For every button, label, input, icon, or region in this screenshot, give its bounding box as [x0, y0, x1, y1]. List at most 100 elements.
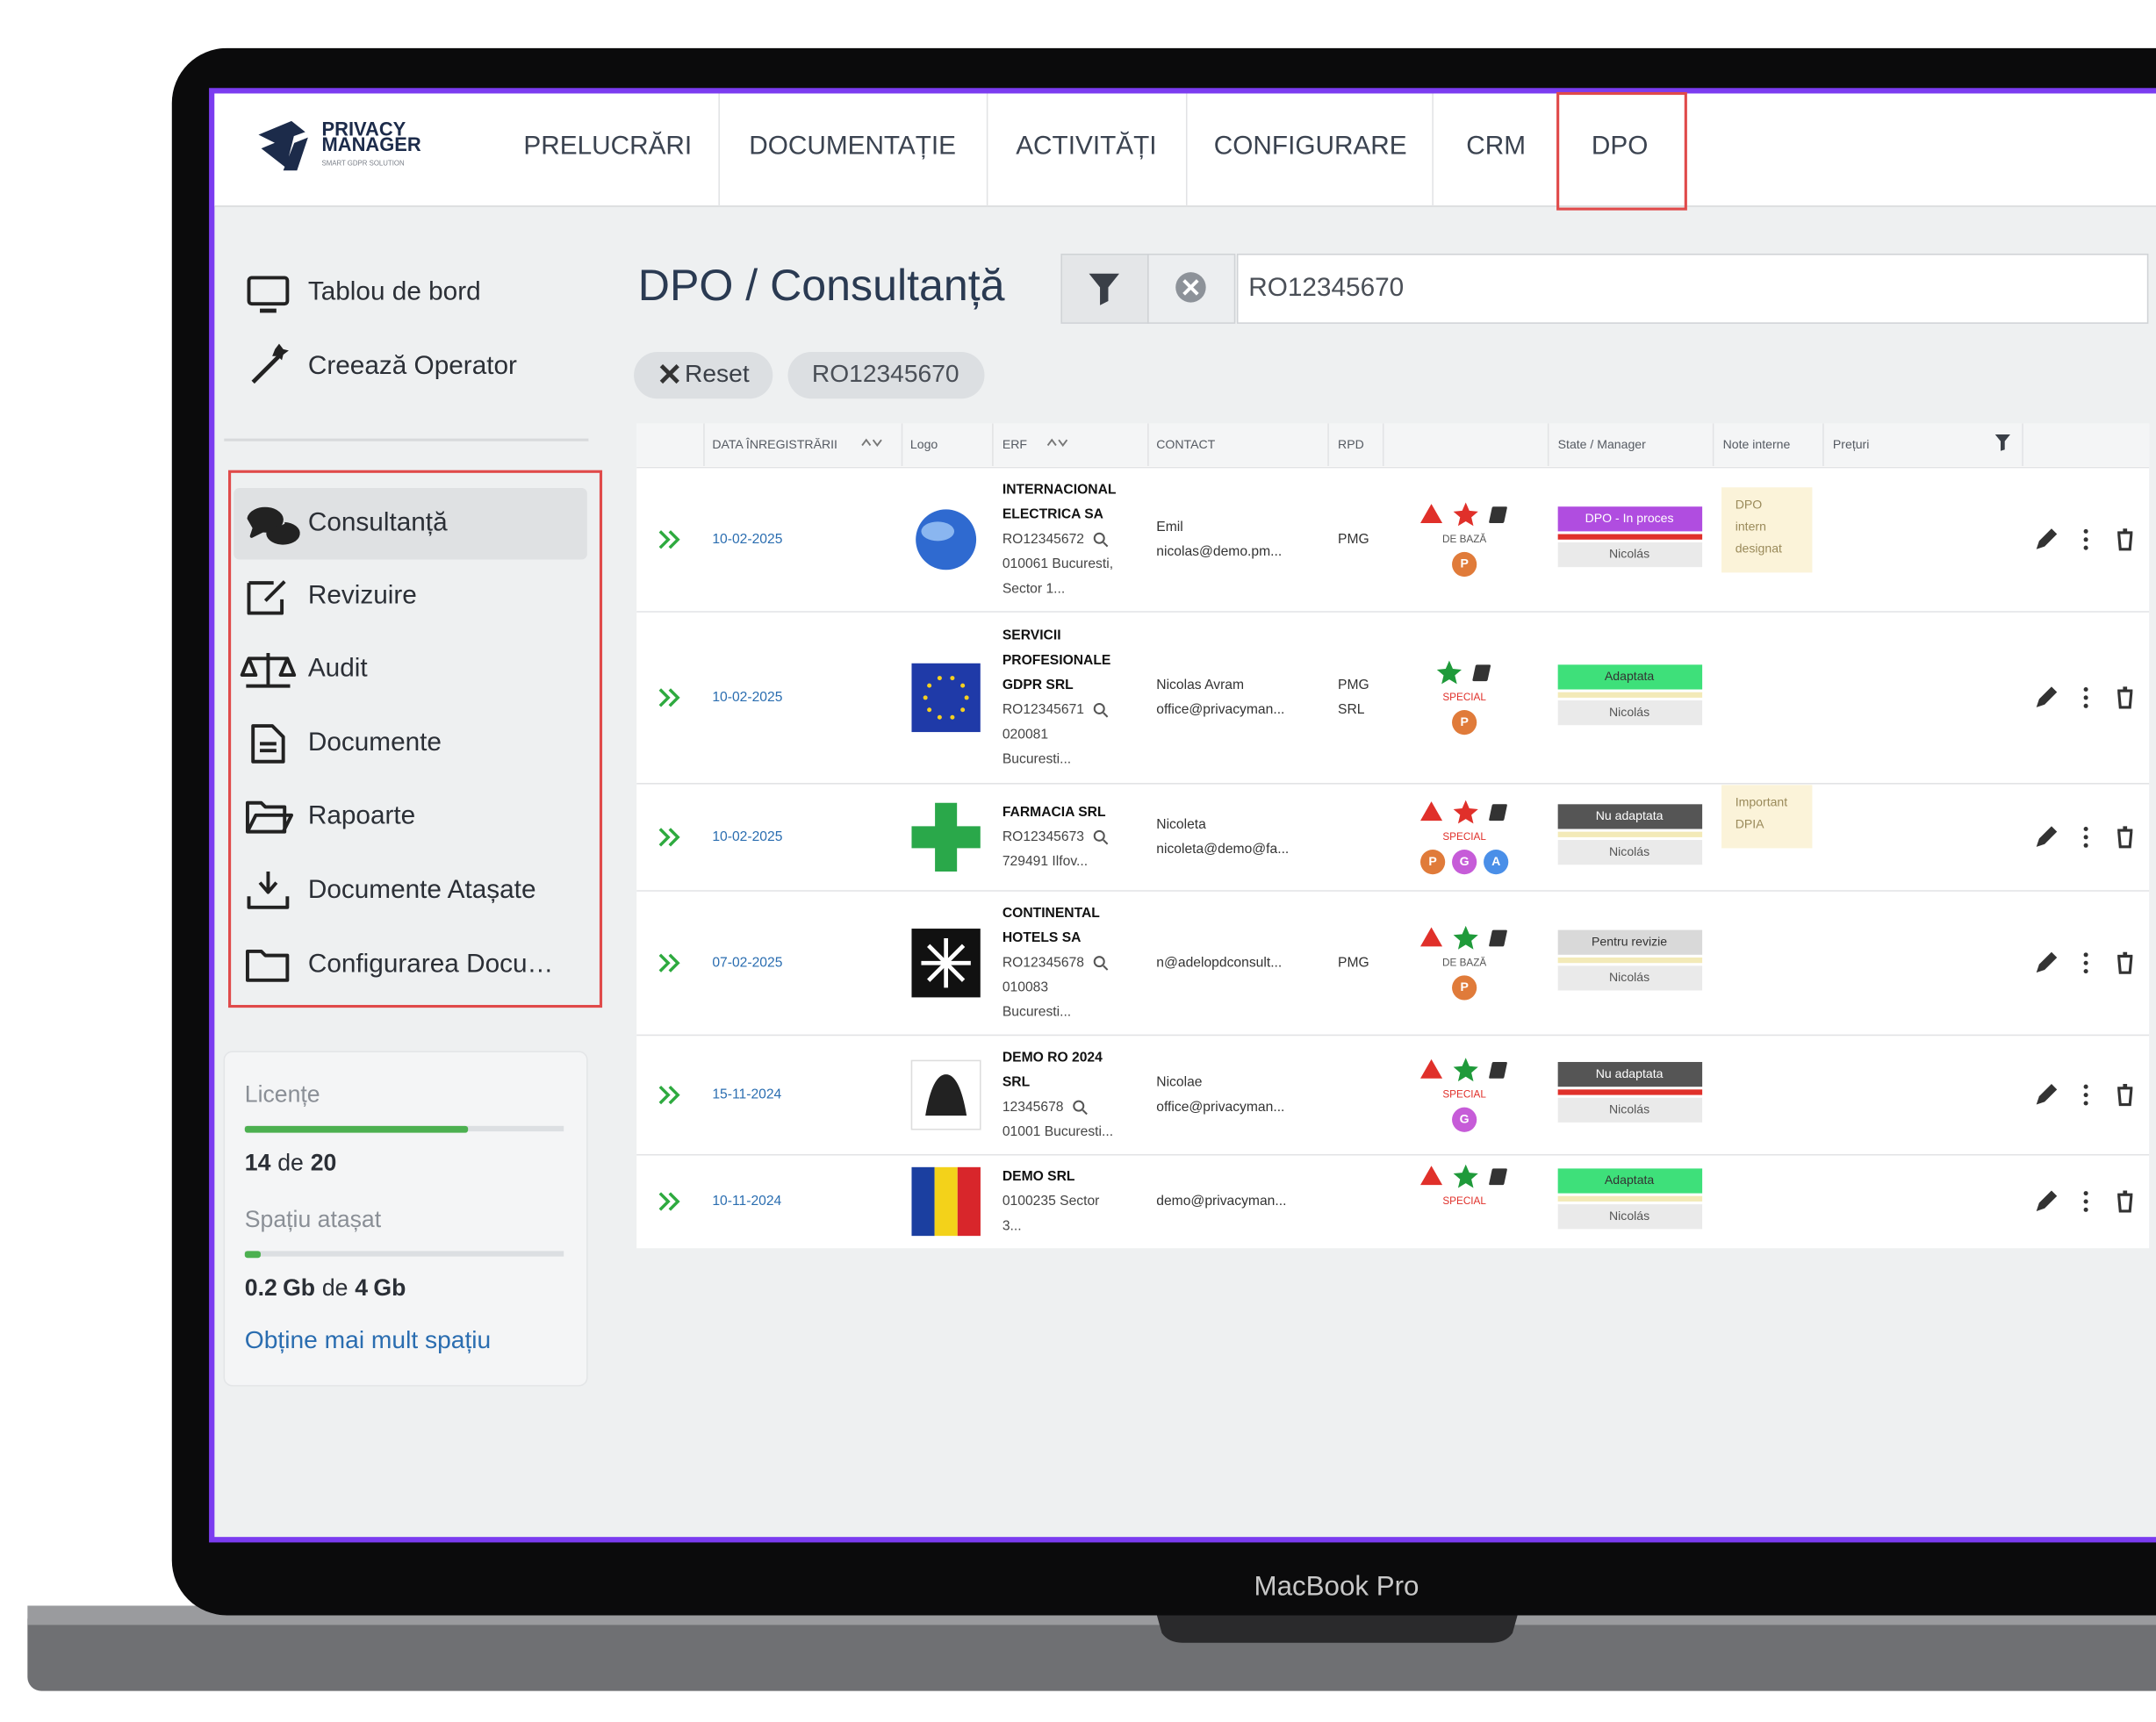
search-code-icon[interactable] — [1093, 532, 1105, 544]
company-name: DEMO RO 2024 — [1003, 1050, 1103, 1065]
search-code-icon[interactable] — [1093, 829, 1105, 842]
alert-icon — [1420, 1058, 1443, 1079]
more-dot[interactable] — [2083, 687, 2088, 692]
manager-badge — [1557, 840, 1703, 865]
book-icon — [1472, 664, 1491, 682]
delete-icon[interactable] — [2117, 1084, 2133, 1107]
sort-icon[interactable] — [1046, 438, 1068, 448]
nav-item[interactable]: ACTIVITĂȚI — [1016, 131, 1156, 160]
filter-chip-text[interactable]: RO12345670 — [812, 359, 959, 387]
more-dot[interactable] — [2083, 528, 2088, 534]
sidebar-link[interactable]: Creează Operator — [308, 351, 517, 380]
alert-icon — [1420, 927, 1443, 947]
manager-badge — [1557, 1204, 1703, 1230]
more-dot[interactable] — [2083, 835, 2088, 840]
search-input[interactable] — [1236, 253, 2149, 324]
letter-badge-text: P — [1460, 714, 1468, 728]
logo-star — [960, 707, 966, 713]
menu-item[interactable]: Audit — [308, 654, 369, 683]
alert-icon — [1420, 504, 1443, 523]
state-text: Adaptata — [1605, 1173, 1655, 1187]
more-dot[interactable] — [2083, 1191, 2088, 1196]
more-dot[interactable] — [2083, 1093, 2088, 1098]
more-dot[interactable] — [2083, 1207, 2088, 1212]
column-header: DATA ÎNREGISTRĂRII — [712, 437, 837, 451]
state-underline — [1557, 692, 1703, 698]
letter-badge — [1452, 975, 1477, 1001]
expand-icon[interactable] — [658, 688, 680, 707]
state-text: Nu adaptata — [1596, 808, 1664, 822]
sidebar-link[interactable]: Tablou de bord — [308, 276, 481, 305]
contact: n@adelopdconsult... — [1156, 955, 1282, 970]
sort-icon[interactable] — [861, 438, 882, 448]
more-dot[interactable] — [2083, 537, 2088, 542]
edit-icon[interactable] — [2036, 1084, 2058, 1105]
edit-icon[interactable] — [2036, 826, 2058, 847]
nav-item[interactable]: DOCUMENTAȚIE — [749, 131, 956, 160]
menu-item[interactable]: Rapoarte — [308, 800, 415, 829]
more-dot[interactable] — [2083, 960, 2088, 965]
edit-icon[interactable] — [2036, 528, 2058, 549]
manager-text: Nicolás — [1609, 705, 1649, 719]
reset-chip[interactable] — [634, 351, 773, 399]
note-box — [1721, 785, 1813, 849]
search-code-icon[interactable] — [1093, 702, 1105, 714]
company-logo — [911, 802, 981, 872]
contact: Emil — [1156, 520, 1182, 535]
header-filter-icon[interactable] — [1994, 434, 2010, 451]
nav-item[interactable]: PRELUCRĂRI — [523, 131, 692, 160]
more-dot[interactable] — [2083, 1101, 2088, 1106]
more-dot[interactable] — [2083, 695, 2088, 700]
star-icon — [1453, 1058, 1478, 1082]
nav-item[interactable]: DPO — [1592, 131, 1648, 160]
expand-icon[interactable] — [658, 530, 680, 549]
more-dot[interactable] — [2083, 545, 2088, 550]
edit-icon[interactable] — [2036, 1190, 2058, 1211]
state-underline — [1557, 957, 1703, 964]
more-dot[interactable] — [2083, 1199, 2088, 1204]
company-logo — [916, 509, 977, 570]
company-address: 01001 Bucuresti... — [1003, 1124, 1113, 1139]
level-label: DE BAZĂ — [1442, 957, 1486, 968]
company-name: SRL — [1003, 1075, 1031, 1090]
nav-item[interactable]: CONFIGURARE — [1214, 131, 1407, 160]
delete-icon[interactable] — [2117, 1190, 2133, 1213]
space-count: 0.2 Gb de 4 Gb — [245, 1274, 406, 1301]
more-dot[interactable] — [2083, 826, 2088, 832]
company-name: HOTELS SA — [1003, 930, 1082, 945]
more-dot[interactable] — [2083, 843, 2088, 848]
more-dot[interactable] — [2083, 969, 2088, 974]
row-date: 10-11-2024 — [712, 1194, 781, 1209]
expand-icon[interactable] — [658, 828, 680, 847]
edit-icon[interactable] — [2036, 686, 2058, 707]
more-dot[interactable] — [2083, 703, 2088, 708]
more-dot[interactable] — [2083, 952, 2088, 958]
menu-item[interactable]: Revizuire — [308, 581, 417, 610]
filter-button[interactable] — [1060, 253, 1149, 324]
menu-item[interactable]: Configurarea Docu… — [308, 949, 553, 978]
menu-item[interactable]: Documente Atașate — [308, 875, 536, 904]
state-badge — [1557, 664, 1703, 690]
expand-icon[interactable] — [658, 953, 680, 972]
delete-icon[interactable] — [2117, 686, 2133, 709]
menu-item[interactable]: Documente — [308, 728, 442, 757]
menu-item[interactable]: Consultanță — [308, 508, 448, 537]
licenses-part: de — [277, 1150, 304, 1176]
delete-icon[interactable] — [2117, 528, 2133, 551]
state-badge — [1557, 929, 1703, 955]
expand-icon[interactable] — [658, 1192, 680, 1211]
column-header: State / Manager — [1558, 437, 1646, 451]
reset-text[interactable]: Reset — [685, 359, 750, 387]
search-code-icon[interactable] — [1093, 956, 1105, 968]
logo-flag — [934, 1166, 958, 1237]
nav-item[interactable]: CRM — [1466, 131, 1526, 160]
more-dot[interactable] — [2083, 1084, 2088, 1089]
logo-title: MANAGER — [322, 133, 421, 155]
edit-icon[interactable] — [2036, 951, 2058, 973]
delete-icon[interactable] — [2117, 951, 2133, 974]
more-space-link[interactable]: Obține mai mult spațiu — [245, 1325, 491, 1353]
expand-icon[interactable] — [658, 1085, 680, 1105]
delete-icon[interactable] — [2117, 826, 2133, 849]
filter-chip[interactable] — [787, 351, 985, 399]
search-code-icon[interactable] — [1073, 1100, 1085, 1112]
